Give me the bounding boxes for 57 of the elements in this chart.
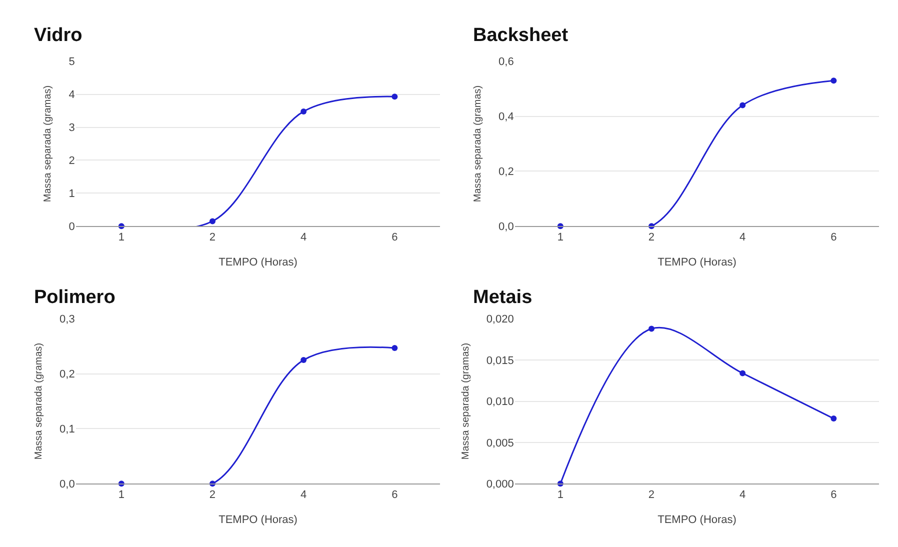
x-tick-label: 6 [392, 231, 398, 244]
point [740, 370, 746, 376]
x-tick-label: 4 [740, 231, 746, 244]
point [740, 102, 746, 108]
point [830, 416, 837, 422]
chart-title: Backsheet [473, 25, 569, 46]
y-tick-label: 0,000 [486, 478, 514, 490]
x-axis-title: TEMPO (Horas) [218, 256, 298, 269]
x-tick-label: 4 [300, 231, 307, 244]
y-axis-title: Massa separada (gramas) [460, 342, 472, 460]
x-tick-label: 6 [830, 488, 837, 501]
y-tick-label: 0,2 [60, 368, 75, 381]
chart-title: Polimero [34, 287, 116, 308]
point [392, 344, 398, 351]
y-tick-label: 4 [68, 89, 75, 102]
x-tick-label: 1 [118, 231, 124, 244]
x-tick-label: 6 [830, 231, 837, 244]
y-tick-label: 5 [68, 56, 75, 68]
y-tick-label: 0,020 [486, 314, 514, 326]
point [209, 218, 216, 224]
chart-title: Metais [473, 287, 532, 308]
y-tick-label: 0 [68, 221, 75, 233]
chart-title: Vidro [34, 25, 82, 46]
y-tick-label: 0,3 [60, 314, 75, 326]
x-tick-label: 1 [118, 488, 124, 501]
point [648, 326, 654, 332]
x-tick-label: 1 [557, 488, 564, 501]
point [300, 108, 307, 114]
x-tick-label: 4 [300, 488, 307, 501]
y-tick-label: 0,010 [486, 396, 514, 408]
point [392, 94, 398, 100]
y-tick-label: 0,6 [498, 56, 514, 68]
y-tick-label: 1 [68, 188, 75, 200]
point [300, 357, 307, 364]
y-tick-label: 0,0 [498, 221, 514, 233]
point [830, 78, 837, 84]
y-tick-label: 0,2 [498, 166, 514, 178]
x-tick-label: 2 [648, 488, 655, 501]
x-tick-label: 6 [392, 488, 398, 501]
x-axis-title: TEMPO (Horas) [658, 256, 736, 269]
x-tick-label: 2 [209, 488, 216, 501]
x-tick-label: 2 [648, 231, 655, 244]
y-tick-label: 0,005 [486, 437, 514, 450]
y-tick-label: 2 [68, 155, 75, 168]
y-tick-label: 0,015 [486, 354, 514, 367]
x-tick-label: 1 [557, 231, 564, 244]
y-axis-title: Massa separada (gramas) [34, 342, 45, 460]
y-axis-title: Massa separada (gramas) [42, 85, 54, 202]
y-tick-label: 3 [68, 122, 75, 134]
x-axis-title: TEMPO (Horas) [218, 514, 298, 526]
y-tick-label: 0,0 [60, 478, 75, 490]
x-tick-label: 4 [740, 488, 746, 501]
y-tick-label: 0,1 [60, 424, 75, 436]
x-axis-title: TEMPO (Horas) [658, 514, 736, 526]
y-axis-title: Massa separada (gramas) [472, 85, 484, 202]
y-tick-label: 0,4 [498, 111, 514, 124]
x-tick-label: 2 [209, 231, 216, 244]
